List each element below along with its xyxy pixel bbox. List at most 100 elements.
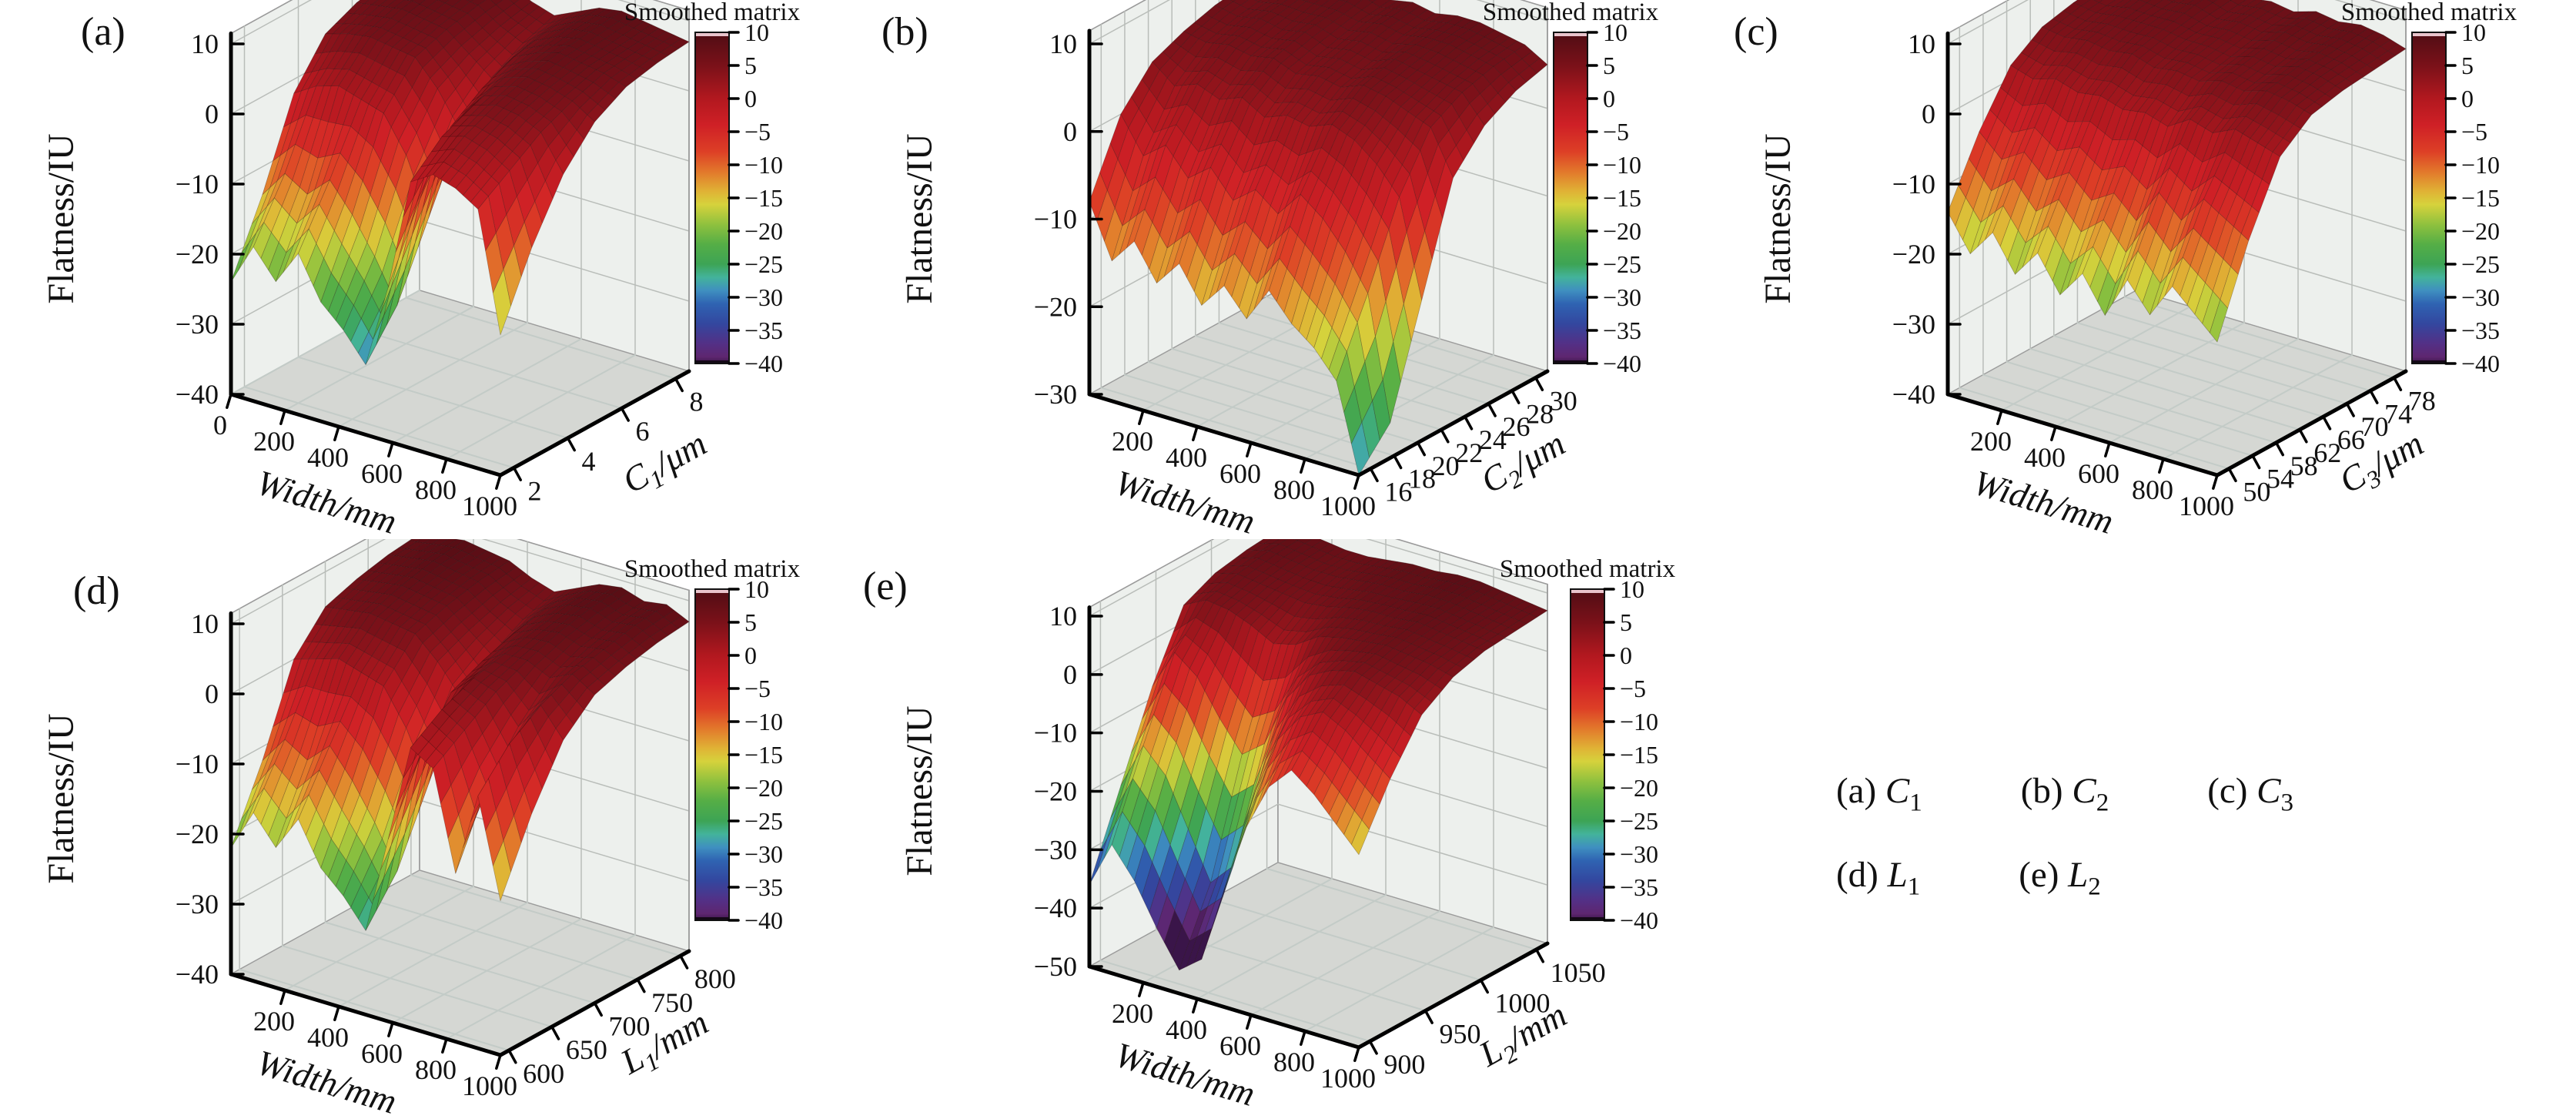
svg-text:10: 10 — [1049, 601, 1077, 632]
surface-mesh — [1947, 0, 2407, 343]
surface-chart-a: 100−10−20−30−40Flatness/IU02004006008001… — [41, 0, 801, 539]
svg-text:0: 0 — [744, 642, 757, 669]
svg-text:−10: −10 — [744, 708, 783, 735]
svg-text:5: 5 — [1603, 52, 1615, 79]
svg-text:24: 24 — [1479, 424, 1507, 455]
svg-text:200: 200 — [253, 1006, 295, 1037]
svg-text:−5: −5 — [1603, 118, 1629, 146]
caption-item: (c) C3 — [2207, 771, 2293, 817]
z-axis: 10 0 −10 −20 −30 −40 Flatness/IU — [41, 608, 245, 990]
svg-text:0: 0 — [1922, 99, 1935, 129]
svg-text:−30: −30 — [1620, 840, 1658, 868]
svg-text:Flatness/IU: Flatness/IU — [899, 705, 940, 876]
svg-text:−35: −35 — [744, 873, 783, 901]
svg-text:−20: −20 — [176, 819, 219, 849]
svg-text:200: 200 — [253, 426, 295, 457]
svg-text:200: 200 — [1970, 426, 2012, 457]
svg-text:400: 400 — [1166, 442, 1207, 473]
svg-text:58: 58 — [2290, 451, 2318, 481]
surface-mesh — [1089, 539, 1548, 971]
svg-text:−20: −20 — [1620, 774, 1658, 802]
svg-text:8: 8 — [690, 387, 704, 417]
svg-text:600: 600 — [361, 1038, 403, 1069]
caption-item: (a) C1 — [1836, 771, 1922, 817]
svg-text:−25: −25 — [1603, 250, 1641, 278]
surface-chart-e: 100−10−20−30−40−50Flatness/IU20040060080… — [899, 539, 1676, 1114]
svg-text:800: 800 — [694, 963, 736, 994]
svg-text:54: 54 — [2267, 464, 2294, 494]
svg-text:6: 6 — [636, 416, 650, 447]
svg-text:10: 10 — [1908, 28, 1935, 59]
z-axis: 10 0 −10 −20 −30 −40 −50 Flatness/IU — [899, 601, 1103, 982]
svg-text:0: 0 — [1063, 659, 1077, 690]
surface-mesh — [230, 539, 690, 931]
plot-d: (d) 10 0 −10 −20 −30 −40 Flatness/IU 200 400 600 8… — [0, 539, 858, 1119]
figure-row-1: (a) 10 0 −10 −20 −30 −40 Flatness/IU 0 200 400 600… — [0, 0, 2576, 539]
svg-text:1000: 1000 — [1320, 491, 1376, 521]
svg-text:600: 600 — [361, 458, 403, 489]
svg-text:−5: −5 — [744, 118, 771, 146]
svg-text:−25: −25 — [744, 807, 783, 835]
surface-mesh — [1089, 0, 1548, 476]
svg-text:200: 200 — [1112, 426, 1153, 457]
svg-text:−30: −30 — [1034, 834, 1077, 865]
svg-text:1050: 1050 — [1551, 957, 1606, 988]
svg-text:−20: −20 — [1034, 776, 1077, 807]
svg-text:400: 400 — [307, 1022, 349, 1053]
svg-text:C1/μm: C1/μm — [616, 424, 715, 506]
svg-text:−15: −15 — [2461, 184, 2500, 212]
svg-text:−20: −20 — [1034, 291, 1077, 322]
svg-text:−15: −15 — [744, 184, 783, 212]
svg-text:78: 78 — [2408, 385, 2436, 416]
svg-text:−20: −20 — [1892, 239, 1935, 270]
svg-text:950: 950 — [1439, 1018, 1480, 1049]
svg-text:−10: −10 — [1603, 151, 1641, 179]
svg-text:−30: −30 — [744, 283, 783, 311]
svg-text:−15: −15 — [1620, 741, 1658, 769]
svg-text:−20: −20 — [2461, 217, 2500, 245]
svg-text:800: 800 — [415, 474, 457, 505]
z-axis: 10 0 −10 −20 −30 Flatness/IU — [899, 28, 1103, 410]
svg-text:10: 10 — [1049, 28, 1077, 59]
surface-chart-d: 100−10−20−30−40Flatness/IU20040060080010… — [41, 539, 801, 1119]
caption-item: (d) L1 — [1836, 855, 1921, 901]
svg-text:−10: −10 — [2461, 151, 2500, 179]
svg-text:800: 800 — [1273, 474, 1315, 505]
caption-item: (e) L2 — [2019, 855, 2101, 901]
svg-text:−35: −35 — [1620, 873, 1658, 901]
svg-text:−25: −25 — [744, 250, 783, 278]
svg-text:0: 0 — [2461, 85, 2474, 112]
svg-text:400: 400 — [2024, 442, 2066, 473]
panel-label-a: (a) — [81, 10, 125, 54]
svg-text:66: 66 — [2337, 424, 2365, 455]
svg-text:0: 0 — [1620, 642, 1632, 669]
svg-text:10: 10 — [191, 608, 219, 639]
svg-text:5: 5 — [744, 608, 757, 636]
svg-text:0: 0 — [213, 410, 227, 441]
svg-text:10: 10 — [744, 575, 769, 603]
svg-text:−10: −10 — [1620, 708, 1658, 735]
svg-text:−40: −40 — [744, 906, 783, 934]
svg-text:0: 0 — [205, 678, 219, 709]
z-axis: 10 0 −10 −20 −30 −40 Flatness/IU — [1758, 28, 1962, 410]
svg-text:−30: −30 — [2461, 283, 2500, 311]
svg-text:−20: −20 — [744, 217, 783, 245]
svg-text:700: 700 — [609, 1011, 651, 1042]
svg-text:Flatness/IU: Flatness/IU — [41, 713, 82, 883]
svg-text:−10: −10 — [744, 151, 783, 179]
svg-text:400: 400 — [1166, 1014, 1207, 1045]
svg-text:−30: −30 — [1603, 283, 1641, 311]
svg-text:Flatness/IU: Flatness/IU — [41, 133, 82, 303]
svg-text:−35: −35 — [2461, 317, 2500, 344]
svg-text:5: 5 — [1620, 608, 1632, 636]
svg-text:−20: −20 — [744, 774, 783, 802]
colorbar: 10 5 0 −5 −10 −15 −20 −25 −30 −35 −40 Smoothed matr… — [1483, 0, 1659, 377]
colorbar: 10 5 0 −5 −10 −15 −20 −25 −30 −35 −40 Smoothed matr… — [1500, 555, 1676, 934]
svg-text:−40: −40 — [1620, 906, 1658, 934]
svg-text:−35: −35 — [744, 317, 783, 344]
colorbar: 10 5 0 −5 −10 −15 −20 −25 −30 −35 −40 Smoothed matr… — [2341, 0, 2517, 377]
svg-text:50: 50 — [2243, 477, 2270, 508]
svg-text:−10: −10 — [1034, 204, 1077, 235]
svg-text:1000: 1000 — [462, 491, 517, 521]
svg-text:−10: −10 — [1034, 718, 1077, 749]
